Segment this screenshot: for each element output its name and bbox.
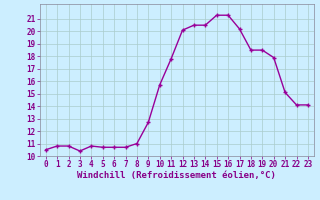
X-axis label: Windchill (Refroidissement éolien,°C): Windchill (Refroidissement éolien,°C) xyxy=(77,171,276,180)
